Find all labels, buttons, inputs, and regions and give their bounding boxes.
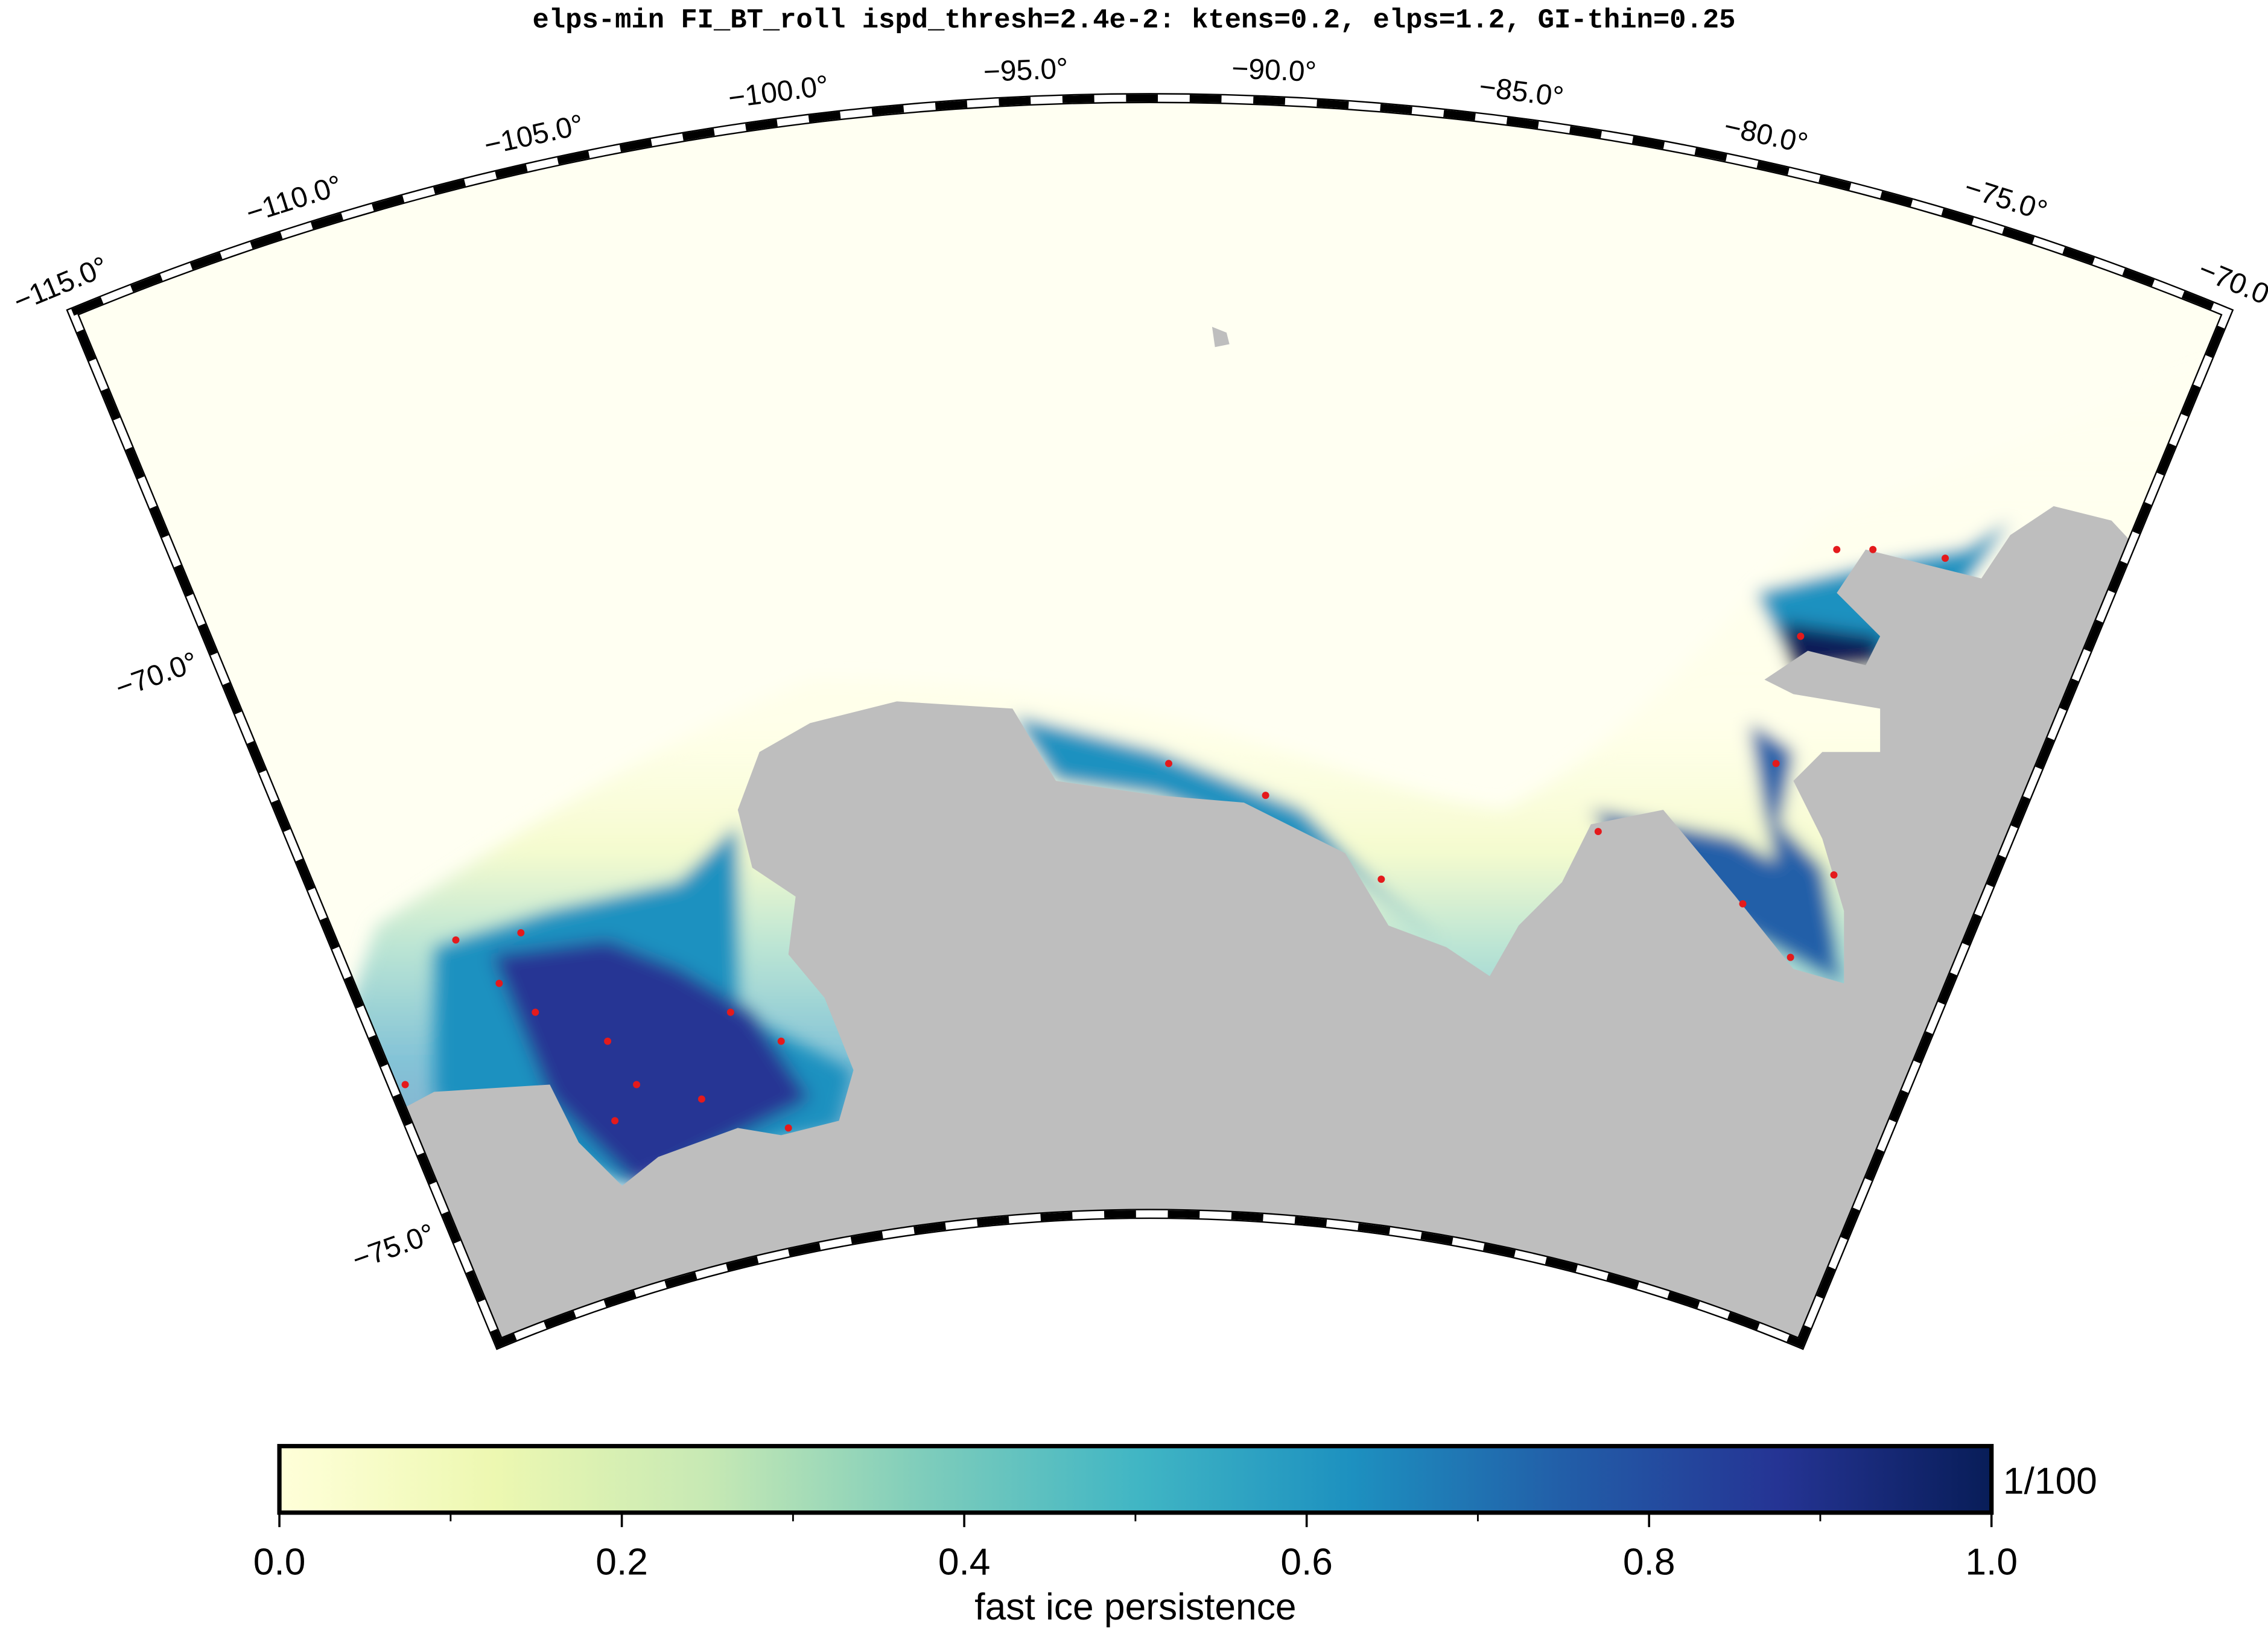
land (393, 506, 2132, 1344)
map-frame (66, 93, 2234, 1350)
colorbar: 1/100 fast ice persistence 0.0 0.2 0.4 0.6 0… (253, 1444, 2097, 1628)
colorbar-unit: 1/100 (2003, 1460, 2097, 1502)
colorbar-tick-label: 0.0 (253, 1542, 306, 1583)
island (1212, 326, 1230, 348)
colorbar-tick-label: 0.4 (938, 1542, 991, 1583)
lat-label: −70.0° (112, 646, 202, 705)
colorbar-label: fast ice persistence (974, 1586, 1296, 1628)
colorbar-ramp (277, 1444, 1994, 1515)
colorbar-tick-label: 0.2 (596, 1542, 648, 1583)
lon-label: −100.0° (726, 69, 831, 114)
frame-checker (68, 94, 2232, 1349)
map-title: elps-min FI_BT_roll ispd_thresh=2.4e-2: … (533, 5, 1736, 36)
lon-label: −80.0° (1721, 110, 1811, 160)
colorbar-tick-label: 0.6 (1280, 1542, 1333, 1583)
lon-label: −85.0° (1477, 71, 1565, 113)
map-body (72, 98, 2228, 1344)
colorbar-tick-label: 0.8 (1623, 1542, 1676, 1583)
lat-label: −75.0° (348, 1218, 439, 1276)
colorbar-tick-label: 1.0 (1965, 1542, 2018, 1583)
grounded-icebergs (401, 545, 1949, 1132)
lon-label: −95.0° (983, 52, 1069, 88)
lon-label: −90.0° (1231, 52, 1317, 88)
